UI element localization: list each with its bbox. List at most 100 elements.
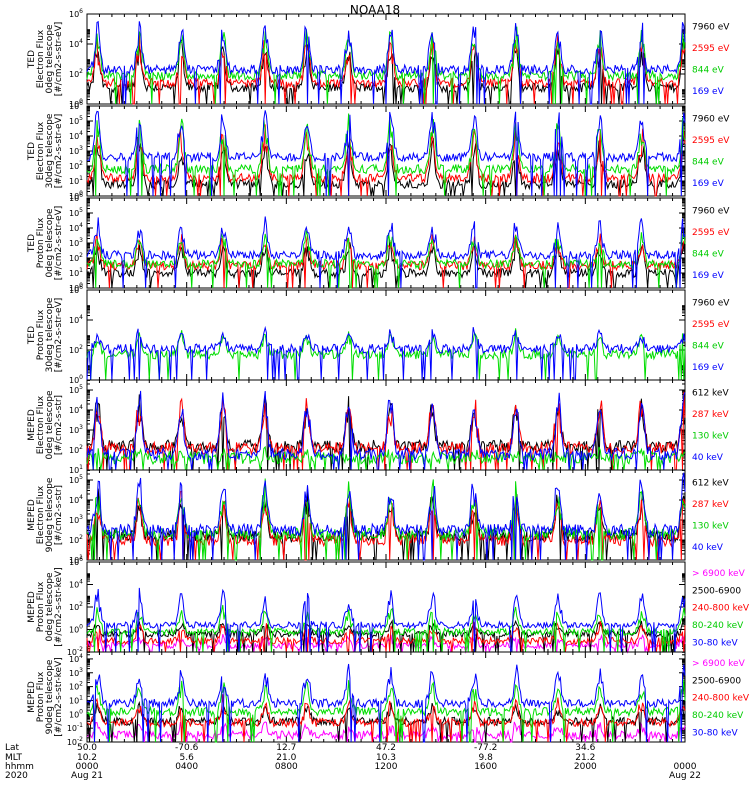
legend-entry: 7960 eV [692,299,730,309]
x-row-label: Lat [5,743,20,753]
y-axis-label: Proton Flux [36,217,46,268]
x-lat-label: -77.2 [474,743,497,753]
y-tick-label: 104 [69,38,83,49]
legend-entry: 30-80 keV [692,638,738,648]
legend-entry: 2595 eV [692,136,730,146]
y-tick-label: 102 [69,601,83,612]
x-mlt-label: 5.6 [180,753,195,763]
y-tick-label: 103 [69,667,83,678]
y-tick-label: 106 [69,8,83,19]
y-tick-label: 102 [69,444,83,455]
y-tick-label: 10-1 [67,722,83,733]
series-line [86,587,686,653]
legend-entry: 287 keV [692,410,729,420]
y-tick-label: 104 [69,579,83,590]
y-axis-label: MEPED [27,591,37,623]
panel-frame [86,197,686,289]
legend-entry: 2595 eV [692,320,730,330]
legend-entry: 240-800 keV [692,604,750,614]
y-axis-label: TED [27,326,37,345]
x-hhmm-label: 1600 [474,762,497,772]
legend-entry: 130 keV [692,431,729,441]
y-axis-label: TED [27,50,37,69]
y-tick-label: 101 [69,694,83,705]
x-lat-label: 12.7 [276,743,296,753]
series-line [86,679,686,743]
legend-entry: 7960 eV [692,23,730,33]
y-tick-label: 100 [69,624,83,635]
x-mlt-label: 10.2 [77,753,97,763]
x-hhmm-label: 1200 [375,762,398,772]
y-tick-label: 100 [69,190,83,201]
y-tick-label: 105 [69,474,83,485]
y-tick-label: 104 [69,222,83,233]
y-tick-label: 101 [69,554,83,565]
x-lat-label: 47.2 [376,743,396,753]
x-mlt-label: 10.3 [376,753,396,763]
y-axis-label: 30deg telescope [45,297,55,372]
legend-entry: 80-240 keV [692,711,744,721]
x-lat-label: 50.0 [77,743,97,753]
legend-entry: 169 eV [692,179,725,189]
y-tick-label: 102 [69,681,83,692]
y-axis-label: 90deg telescope [45,477,55,552]
y-tick-label: 106 [69,100,83,111]
y-axis-label: [#/cm2-s-str-eV] [54,298,64,373]
legend-entry: 2500-6900 [692,676,741,686]
y-tick-label: 106 [69,556,83,567]
legend-entry: 7960 eV [692,115,730,125]
y-tick-label: 10-2 [67,646,83,657]
y-tick-label: 100 [69,374,83,385]
x-mlt-label: 21.0 [276,753,296,763]
legend-entry: 2595 eV [692,228,730,238]
x-mlt-label: 21.2 [575,753,595,763]
y-tick-label: 101 [69,267,83,278]
y-axis-label: Proton Flux [36,309,46,360]
y-axis-label: Proton Flux [36,581,46,632]
series-line [86,663,686,743]
y-tick-label: 106 [69,192,83,203]
legend-entry: 240-800 keV [692,694,750,704]
legend-entry: 612 keV [692,479,729,489]
y-tick-label: 104 [69,653,83,664]
y-axis-label: MEPED [27,409,37,441]
series-line [86,216,686,289]
legend-entry: 2500-6900 [692,586,741,596]
y-tick-label: 101 [69,175,83,186]
legend-entry: 844 eV [692,157,725,167]
legend-entry: 169 eV [692,271,725,281]
y-tick-label: 10-2 [67,736,83,747]
series-line [86,230,686,289]
y-tick-label: 100 [69,282,83,293]
panel-frame [86,469,686,561]
series-line [86,238,686,289]
x-row-label: hhmm [5,762,34,772]
x-row-label: 2020 [5,771,28,781]
series-line [87,110,686,197]
y-tick-label: 105 [69,115,83,126]
y-axis-label: TED [27,142,37,161]
x-lat-label: -70.6 [175,743,199,753]
y-tick-label: 102 [69,252,83,263]
series-line [86,20,686,105]
series-line [86,26,686,105]
series-line [86,325,686,381]
y-tick-label: 100 [69,98,83,109]
legend-entry: 612 keV [692,389,729,399]
legend-entry: 7960 eV [692,207,730,217]
series-line [86,604,686,653]
y-axis-label: 30deg telescope [45,113,55,188]
y-tick-label: 102 [69,534,83,545]
y-axis-label: 0deg telescope [45,24,55,94]
x-row-label: MLT [5,753,23,763]
legend-entry: > 6900 keV [692,569,746,579]
legend-entry: 130 keV [692,521,729,531]
y-axis-label: [#/cm2-s-str-keV] [54,567,64,646]
legend-entry: 844 eV [692,341,725,351]
x-hhmm-label: 2000 [574,762,597,772]
x-date-label: Aug 22 [669,771,701,781]
y-axis-label: [#/cm2-s-str-eV] [54,22,64,97]
y-tick-label: 104 [69,404,83,415]
y-tick-label: 106 [69,284,83,295]
y-axis-label: TED [27,234,37,253]
